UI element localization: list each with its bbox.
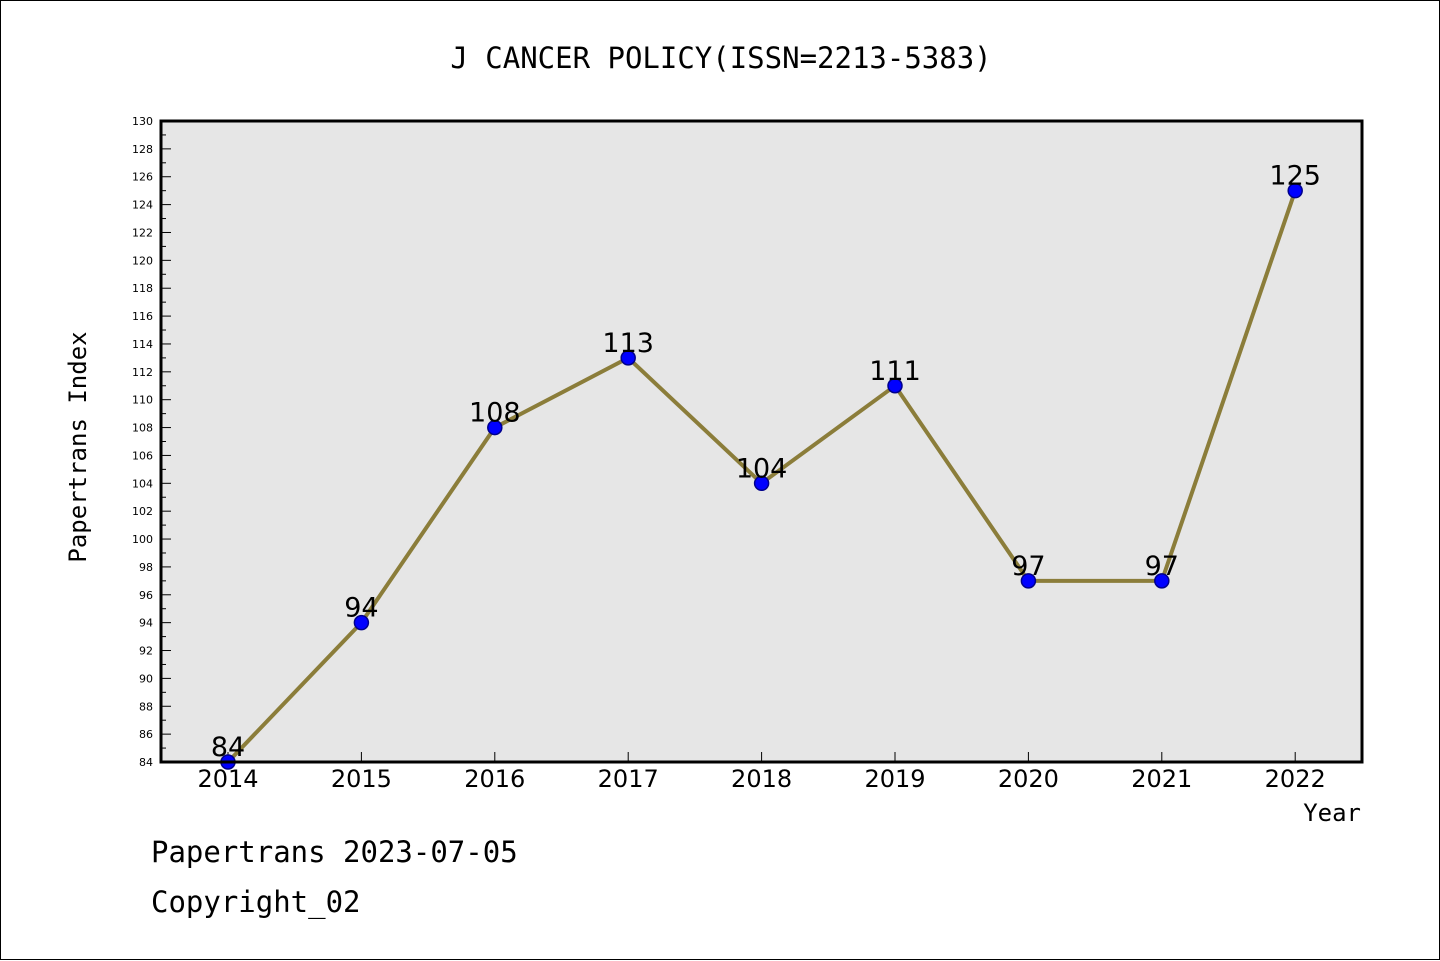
x-tick-label: 2019 (864, 765, 925, 793)
y-tick-label: 116 (132, 310, 153, 323)
y-tick-label: 88 (139, 700, 153, 713)
y-axis: 84 86 88 90 92 94 96 98 100 102 104 106 108 110 112 114… (132, 115, 171, 769)
data-point (487, 419, 503, 436)
y-axis-label: Papertrans Index (64, 331, 92, 562)
footer-date: Papertrans 2023-07-05 (151, 835, 518, 869)
series-layer: 84 94 108 113 104 111 97 97 125 (211, 161, 1321, 770)
data-point (1287, 182, 1303, 199)
x-tick-label: 2022 (1265, 765, 1326, 793)
y-tick-label: 124 (132, 199, 153, 212)
y-tick-label: 108 (132, 422, 153, 435)
y-tick-label: 106 (132, 449, 153, 462)
data-label: 84 (211, 732, 245, 763)
y-tick-label: 100 (132, 533, 153, 546)
y-tick-label: 90 (139, 672, 153, 685)
y-tick-label: 128 (132, 143, 153, 156)
y-tick-label: 114 (132, 338, 153, 351)
data-label: 94 (344, 593, 378, 624)
y-tick-label: 84 (139, 756, 153, 769)
data-label: 97 (1011, 551, 1045, 582)
data-point (753, 475, 770, 492)
y-tick-label: 118 (132, 282, 153, 295)
x-tick-label: 2016 (464, 765, 525, 793)
data-label: 108 (469, 398, 521, 429)
data-point (1020, 573, 1037, 589)
data-label: 104 (736, 453, 788, 484)
y-tick-label: 96 (139, 589, 153, 602)
y-tick-label: 130 (132, 115, 153, 128)
data-label: 125 (1269, 161, 1321, 192)
y-tick-label: 122 (132, 226, 153, 239)
x-tick-label: 2015 (331, 765, 392, 793)
plot-area (161, 121, 1362, 762)
chart-title: J CANCER POLICY(ISSN=2213-5383) (450, 41, 991, 75)
data-label: 111 (869, 356, 921, 387)
x-tick-label: 2017 (598, 765, 659, 793)
y-tick-label: 102 (132, 505, 153, 518)
footer-copyright: Copyright_02 (151, 885, 361, 919)
y-tick-label: 112 (132, 366, 153, 379)
data-label: 113 (602, 328, 654, 359)
plot-border (159, 119, 1364, 764)
y-tick-label: 120 (132, 254, 153, 267)
x-tick-label: 2021 (1131, 765, 1192, 793)
x-tick-label: 2018 (731, 765, 792, 793)
y-tick-label: 86 (139, 728, 153, 741)
y-tick-label: 126 (132, 171, 153, 184)
y-tick-label: 110 (132, 394, 153, 407)
y-tick-label: 98 (139, 561, 153, 574)
data-point (887, 378, 903, 394)
x-tick-label: 2020 (998, 765, 1059, 793)
data-point (1154, 573, 1170, 589)
y-tick-label: 104 (132, 477, 153, 490)
data-point (353, 614, 370, 631)
x-axis: 2014 2015 2016 2017 2018 2019 2020 2021 2022 (197, 752, 1326, 793)
x-axis-label: Year (1303, 799, 1361, 827)
y-tick-label: 94 (139, 617, 153, 630)
data-point (620, 350, 636, 366)
y-tick-label: 92 (139, 645, 153, 658)
data-label: 97 (1145, 551, 1179, 582)
